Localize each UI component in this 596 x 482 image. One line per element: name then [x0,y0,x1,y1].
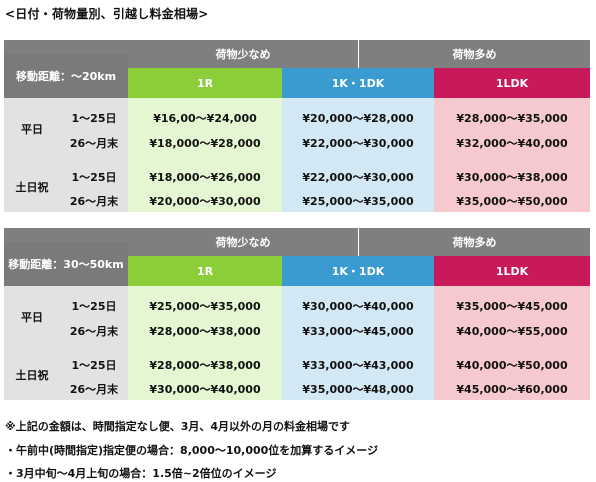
group-header-large-load: 荷物多め [359,228,590,256]
period-label: 26～月末 [69,195,119,208]
column-header-1k-1dk: 1K・1DK [282,68,434,98]
period-label: 1～25日 [71,300,117,313]
price-1k: ¥22,000～¥30,000 [302,171,414,184]
price-1ldk: ¥32,000～¥40,000 [456,137,568,150]
price-1r: ¥25,000～¥35,000 [149,300,261,313]
price-1k: ¥33,000～¥45,000 [302,325,414,338]
note-line-3: ・3月中旬～4月上旬の場合：1.5倍~2倍位のイメージ [5,467,277,480]
distance-label: 移動距離：～20km [4,54,128,98]
price-1ldk: ¥35,000～¥45,000 [456,300,568,313]
period-label: 1～25日 [71,359,117,372]
price-1ldk: ¥40,000～¥50,000 [456,359,568,372]
price-1k: ¥22,000～¥30,000 [302,137,414,150]
body-1ldk-area [434,98,590,212]
section-label-weekday: 平日 [21,123,43,136]
price-1ldk: ¥28,000～¥35,000 [456,112,568,125]
period-label: 26～月末 [69,383,119,396]
price-1ldk: ¥30,000～¥38,000 [456,171,568,184]
section-label-weekend: 土日祝 [15,369,49,382]
price-1r: ¥18,000～¥28,000 [149,137,261,150]
period-label: 26～月末 [69,325,119,338]
price-1k: ¥25,000～¥35,000 [302,195,414,208]
price-1r: ¥30,000～¥40,000 [149,383,261,396]
page-heading: <日付・荷物量別、引越し料金相場> [5,7,209,21]
period-label: 1～25日 [71,112,117,125]
price-1k: ¥35,000～¥48,000 [302,383,414,396]
column-header-1r: 1R [128,68,282,98]
period-label: 26～月末 [69,137,119,150]
distance-label: 移動距離：30～50km [4,242,128,286]
body-1ldk-area [434,286,590,400]
price-1r: ¥20,000～¥30,000 [149,195,261,208]
price-1k: ¥30,000～¥40,000 [302,300,414,313]
price-1r: ¥28,000～¥38,000 [149,359,261,372]
section-label-weekday: 平日 [21,311,43,324]
body-1k-area [282,286,434,400]
price-1r: ¥18,000～¥26,000 [149,171,261,184]
body-1r-area [128,98,282,212]
note-line-2: ・午前中(時間指定)指定便の場合：8,000～10,000位を加算するイメージ [5,444,379,457]
column-header-1ldk: 1LDK [434,68,590,98]
price-1r: ¥16,00～¥24,000 [153,112,257,125]
header-divider [358,40,359,68]
price-1k: ¥20,000～¥28,000 [302,112,414,125]
price-1ldk: ¥45,000～¥60,000 [456,383,568,396]
price-1r: ¥28,000～¥38,000 [149,325,261,338]
group-header-large-load: 荷物多め [359,40,590,68]
price-1ldk: ¥35,000～¥50,000 [456,195,568,208]
body-1r-area [128,286,282,400]
period-label: 1～25日 [71,171,117,184]
note-line-1: ※上記の金額は、時間指定なし便、3月、4月以外の月の料金相場です [5,420,350,433]
group-header-small-load: 荷物少なめ [128,228,358,256]
body-label-area [4,286,128,400]
header-divider [358,228,359,256]
section-label-weekend: 土日祝 [15,181,49,194]
column-header-1k-1dk: 1K・1DK [282,256,434,286]
group-header-small-load: 荷物少なめ [128,40,358,68]
body-label-area [4,98,128,212]
body-1k-area [282,98,434,212]
column-header-1ldk: 1LDK [434,256,590,286]
price-1ldk: ¥40,000～¥55,000 [456,325,568,338]
column-header-1r: 1R [128,256,282,286]
price-1k: ¥33,000～¥43,000 [302,359,414,372]
